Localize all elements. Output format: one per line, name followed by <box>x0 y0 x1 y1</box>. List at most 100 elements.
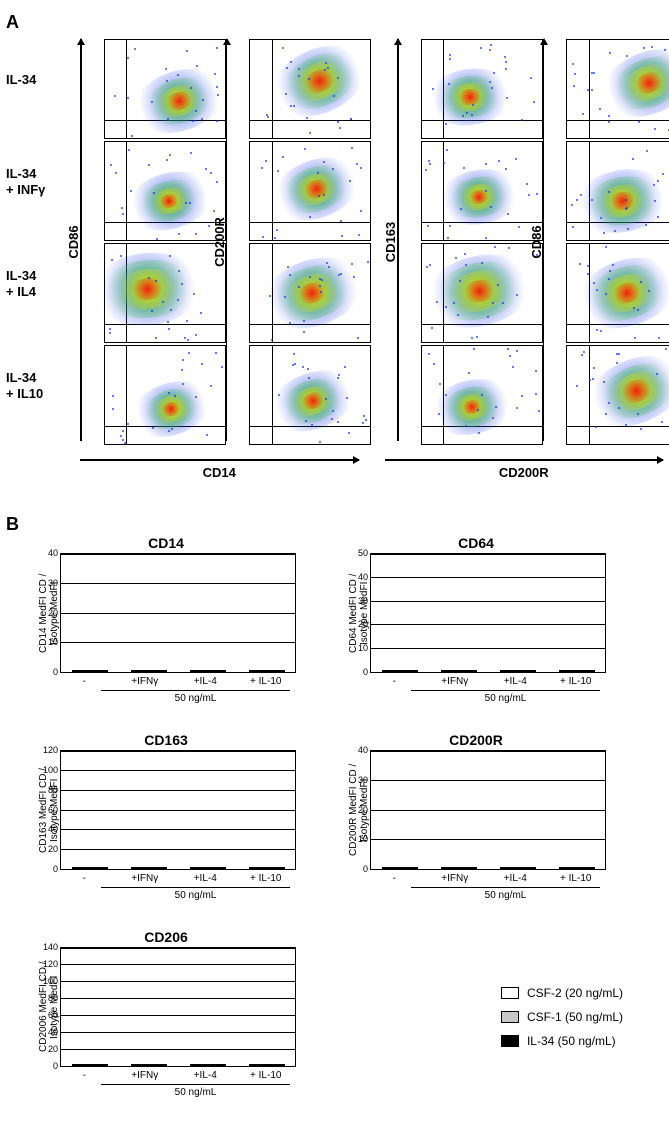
bar-chart: CD14CD14 MedFI CD /Isotype MedFI01020304… <box>36 535 296 704</box>
bar <box>143 867 155 869</box>
bar <box>143 1064 155 1066</box>
chart-title: CD64 <box>346 535 606 551</box>
x-category: + IL-10 <box>242 1070 291 1081</box>
bar <box>382 867 394 869</box>
bar <box>143 670 155 672</box>
bar <box>394 867 406 869</box>
bar <box>512 670 524 672</box>
bar <box>202 1064 214 1066</box>
bar <box>512 867 524 869</box>
x-category: +IFNγ <box>121 1070 170 1081</box>
x-under-label: 50 ng/mL <box>411 887 600 901</box>
bar <box>406 670 418 672</box>
x-category: + IL-10 <box>242 873 291 884</box>
facs-plot: 10⁰10¹10²10³10⁰10¹10²10³ <box>249 141 371 241</box>
bar <box>190 1064 202 1066</box>
bar <box>249 867 261 869</box>
bar <box>249 1064 261 1066</box>
facs-plot: 10⁰10¹10²10³10⁰10¹10²10³ <box>566 345 669 445</box>
bar <box>524 670 536 672</box>
facs-plot: 10⁰10¹10²10³10⁰10¹10²10³ <box>104 345 226 445</box>
bar <box>72 867 84 869</box>
bar <box>500 867 512 869</box>
panel-a-x-labels: CD14CD200R <box>80 465 663 480</box>
facs-plot: 10⁰10¹10²10³10⁰10¹10²10³ <box>421 141 543 241</box>
x-category: +IL-4 <box>491 676 540 687</box>
bar <box>465 867 477 869</box>
facs-plot: 10⁰10¹10²10³10⁰10¹10²10³ <box>104 141 226 241</box>
legend-label: CSF-1 (50 ng/mL) <box>527 1010 623 1024</box>
facs-plot: 10⁰10¹10²10³10⁰10¹10²10³ <box>421 345 543 445</box>
facs-plot: 10⁰10¹10²10³10⁰10¹10²10³ <box>249 345 371 445</box>
x-category: +IFNγ <box>121 873 170 884</box>
x-category: - <box>60 873 109 884</box>
facs-plot: 10⁰10¹10²10³10⁰10¹10²10³ <box>421 243 543 343</box>
bar <box>261 1064 273 1066</box>
chart-title: CD14 <box>36 535 296 551</box>
bar <box>261 670 273 672</box>
legend-item: CSF-2 (20 ng/mL) <box>501 986 623 1000</box>
panel-b-label: B <box>6 514 663 535</box>
bar-chart: CD200RCD200R MedFI CD /Isotype MedFI0102… <box>346 732 606 901</box>
bar <box>273 670 285 672</box>
legend-item: IL-34 (50 ng/mL) <box>501 1034 623 1048</box>
column-group: CD8610⁰10¹10²10³10⁰10¹10²10³10⁰10¹10²10³… <box>80 39 371 445</box>
x-category: + IL-10 <box>242 676 291 687</box>
bar <box>559 670 571 672</box>
bar <box>131 867 143 869</box>
y-axis-label: CD200R <box>210 217 229 267</box>
bar <box>131 670 143 672</box>
bar <box>261 867 273 869</box>
bar-chart: CD163CD163 MedFI CD /Isotype MedFI020406… <box>36 732 296 901</box>
bar <box>214 670 226 672</box>
x-category: +IL-4 <box>181 873 230 884</box>
facs-plot: 10⁰10¹10²10³10⁰10¹10²10³ <box>249 39 371 139</box>
x-category: +IFNγ <box>431 873 480 884</box>
y-axis-label: CD86 <box>64 225 83 258</box>
chart-title: CD206 <box>36 929 296 945</box>
x-category: - <box>370 873 419 884</box>
bar-chart: CD206CD2006 MedFI CD /Isotype MedFI02040… <box>36 929 296 1098</box>
x-category: - <box>60 676 109 687</box>
bar <box>131 1064 143 1066</box>
x-category: + IL-10 <box>552 676 601 687</box>
bar <box>571 670 583 672</box>
bar <box>441 670 453 672</box>
facs-plot: 10⁰10¹10²10³10⁰10¹10²10³ <box>566 243 669 343</box>
bar <box>202 867 214 869</box>
x-category: +IFNγ <box>431 676 480 687</box>
y-axis-label: CD163 <box>381 222 400 262</box>
y-axis-label: CD86 <box>527 225 546 258</box>
bar <box>155 1064 167 1066</box>
facs-plot: 10⁰10¹10²10³10⁰10¹10²10³ <box>104 39 226 139</box>
facs-plot: 10⁰10¹10²10³10⁰10¹10²10³ <box>249 243 371 343</box>
x-under-label: 50 ng/mL <box>101 1084 290 1098</box>
x-axis-label: CD14 <box>80 465 359 480</box>
bar <box>72 670 84 672</box>
bar <box>190 867 202 869</box>
legend-item: CSF-1 (50 ng/mL) <box>501 1010 623 1024</box>
x-category: +IFNγ <box>121 676 170 687</box>
x-category: +IL-4 <box>181 676 230 687</box>
bar <box>406 867 418 869</box>
legend-swatch <box>501 987 519 999</box>
bar <box>559 867 571 869</box>
bar <box>96 1064 108 1066</box>
bar <box>394 670 406 672</box>
x-under-label: 50 ng/mL <box>101 690 290 704</box>
legend-swatch <box>501 1011 519 1023</box>
x-category: - <box>60 1070 109 1081</box>
x-category: + IL-10 <box>552 873 601 884</box>
bar <box>84 867 96 869</box>
bar-chart: CD64CD64 MedFI CD /Isotype MedFI01020304… <box>346 535 606 704</box>
bar <box>214 867 226 869</box>
panel-a-grid: CD8610⁰10¹10²10³10⁰10¹10²10³10⁰10¹10²10³… <box>80 39 663 445</box>
facs-plot: 10⁰10¹10²10³10⁰10¹10²10³ <box>421 39 543 139</box>
x-category: +IL-4 <box>181 1070 230 1081</box>
x-under-label: 50 ng/mL <box>411 690 600 704</box>
x-category: - <box>370 676 419 687</box>
chart-title: CD200R <box>346 732 606 748</box>
legend-label: CSF-2 (20 ng/mL) <box>527 986 623 1000</box>
bar <box>273 1064 285 1066</box>
bar <box>465 670 477 672</box>
